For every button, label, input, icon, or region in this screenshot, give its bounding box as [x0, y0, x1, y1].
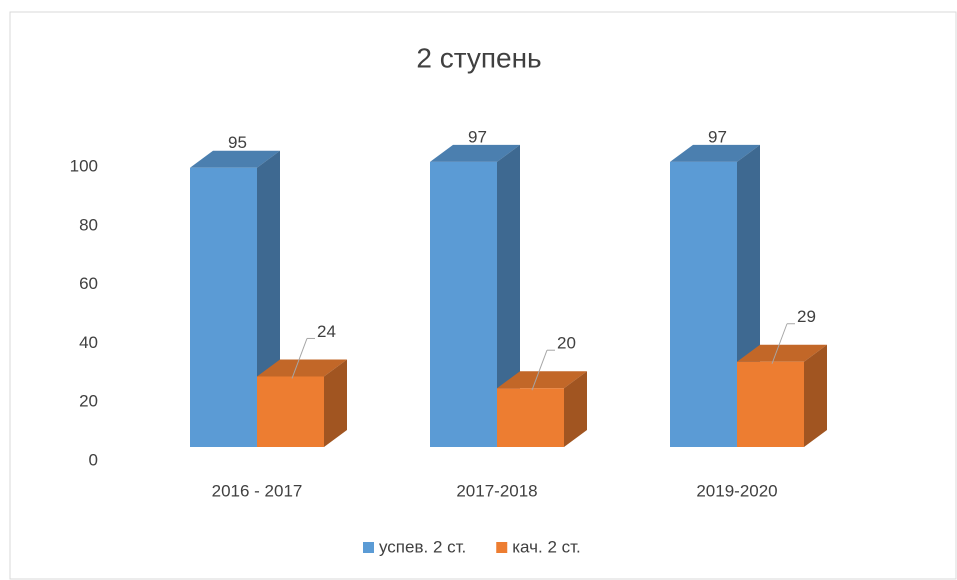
data-label: 97: [468, 127, 487, 146]
bar: [257, 359, 347, 447]
y-tick-label: 100: [70, 156, 98, 175]
y-tick-label: 20: [79, 392, 98, 411]
bar: [430, 144, 520, 447]
bar: [497, 371, 587, 447]
bar-front: [670, 161, 737, 447]
leader-line: [531, 350, 548, 391]
bar-front: [497, 388, 564, 447]
y-tick-label: 60: [79, 274, 98, 293]
data-label: 97: [708, 127, 727, 146]
bar-top: [497, 371, 587, 389]
bar-top: [670, 144, 760, 162]
bar-side: [564, 371, 587, 447]
bar-front: [257, 376, 324, 447]
bar-side: [324, 359, 347, 447]
bar-front: [190, 167, 257, 447]
bar: [670, 144, 760, 447]
bar-front: [737, 361, 804, 447]
legend-label: кач. 2 ст.: [512, 537, 581, 556]
leader-line: [771, 323, 788, 364]
bar-front: [430, 161, 497, 447]
y-tick-label: 0: [89, 450, 98, 469]
x-tick-label: 2017-2018: [456, 481, 537, 500]
bar-top: [430, 144, 520, 162]
legend-label: успев. 2 ст.: [379, 537, 466, 556]
chart-title: 2 ступень: [416, 42, 541, 73]
y-tick-label: 80: [79, 215, 98, 234]
bar-top: [737, 344, 827, 362]
bar-side: [497, 144, 520, 447]
data-label: 20: [557, 334, 576, 353]
bar: [737, 344, 827, 447]
bar-top: [257, 359, 347, 377]
bar-side: [804, 344, 827, 447]
legend-swatch: [363, 542, 374, 553]
y-tick-label: 40: [79, 333, 98, 352]
bar: [190, 150, 280, 447]
legend-swatch: [496, 542, 508, 553]
data-label: 95: [228, 133, 247, 152]
data-label: 24: [317, 322, 336, 341]
bar-top: [190, 150, 280, 168]
x-tick-label: 2019-2020: [696, 481, 777, 500]
data-label: 29: [797, 307, 816, 326]
leader-line: [291, 338, 308, 379]
x-tick-label: 2016 - 2017: [212, 481, 303, 500]
